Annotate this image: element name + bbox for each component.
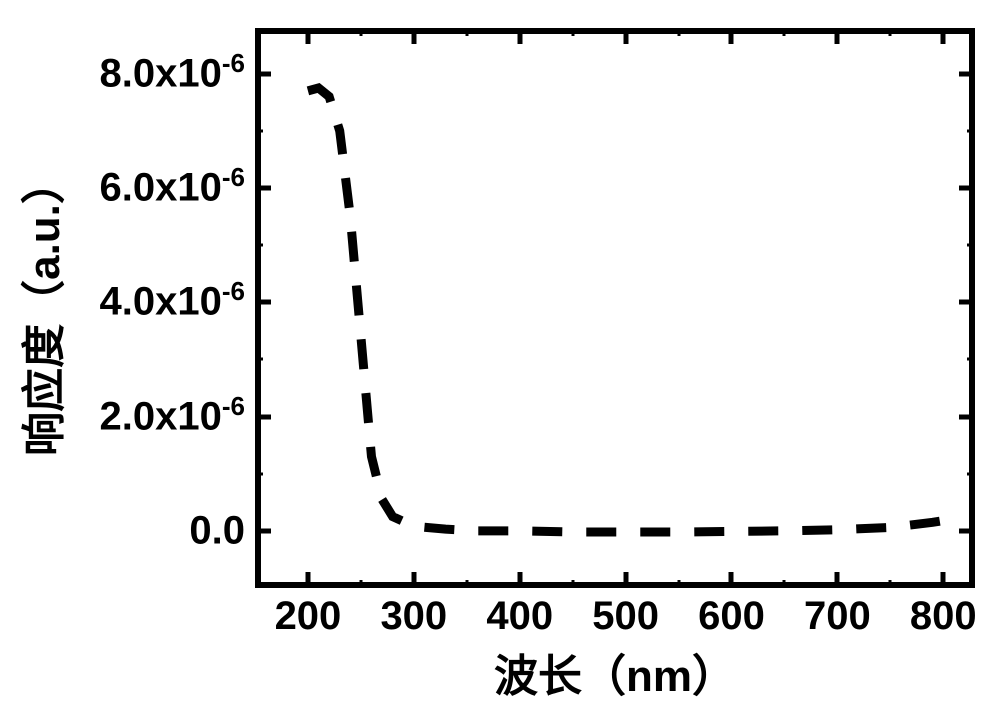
y-minor-tick [255, 129, 263, 132]
y-tick [959, 528, 975, 533]
y-tick [959, 414, 975, 419]
x-minor-tick [571, 580, 574, 588]
x-minor-tick [571, 28, 574, 36]
x-minor-tick [889, 28, 892, 36]
axis-frame [255, 28, 975, 588]
y-tick [959, 71, 975, 76]
x-tick-label: 300 [380, 588, 447, 639]
plot-area: 2003004005006007008000.02.0x10-64.0x10-6… [255, 28, 975, 588]
x-minor-tick [359, 580, 362, 588]
y-tick [255, 186, 271, 191]
y-tick [255, 528, 271, 533]
x-tick [623, 572, 628, 588]
x-tick-label: 200 [275, 588, 342, 639]
x-tick-label: 600 [698, 588, 765, 639]
x-minor-tick [677, 28, 680, 36]
y-tick-label: 0.0 [189, 508, 255, 553]
x-tick [729, 572, 734, 588]
x-tick-label: 800 [910, 588, 977, 639]
y-tick [959, 300, 975, 305]
response-curve [255, 28, 975, 588]
y-minor-tick [967, 129, 975, 132]
y-minor-tick [967, 244, 975, 247]
x-tick [623, 28, 628, 44]
x-tick [305, 572, 310, 588]
y-tick-label: 4.0x10-6 [100, 280, 255, 325]
x-tick-label: 400 [486, 588, 553, 639]
x-tick [411, 28, 416, 44]
y-tick [255, 414, 271, 419]
x-minor-tick [359, 28, 362, 36]
y-tick [255, 300, 271, 305]
x-tick [517, 28, 522, 44]
y-minor-tick [255, 472, 263, 475]
x-minor-tick [677, 580, 680, 588]
x-tick [835, 572, 840, 588]
x-tick [941, 572, 946, 588]
x-minor-tick [465, 28, 468, 36]
y-axis-title: 响应度（a.u.） [8, 160, 72, 456]
y-minor-tick [255, 358, 263, 361]
x-tick-label: 700 [804, 588, 871, 639]
x-tick [941, 28, 946, 44]
y-tick-label: 2.0x10-6 [100, 394, 255, 439]
y-tick [959, 186, 975, 191]
y-tick-label: 8.0x10-6 [100, 51, 255, 96]
x-tick-label: 500 [592, 588, 659, 639]
x-minor-tick [783, 580, 786, 588]
x-tick [305, 28, 310, 44]
y-tick [255, 71, 271, 76]
y-minor-tick [967, 472, 975, 475]
x-axis-title: 波长（nm） [494, 640, 736, 704]
x-minor-tick [783, 28, 786, 36]
x-tick [411, 572, 416, 588]
y-tick-label: 6.0x10-6 [100, 166, 255, 211]
x-minor-tick [465, 580, 468, 588]
y-minor-tick [255, 244, 263, 247]
x-tick [729, 28, 734, 44]
x-tick [517, 572, 522, 588]
y-minor-tick [967, 358, 975, 361]
x-tick [835, 28, 840, 44]
x-minor-tick [889, 580, 892, 588]
